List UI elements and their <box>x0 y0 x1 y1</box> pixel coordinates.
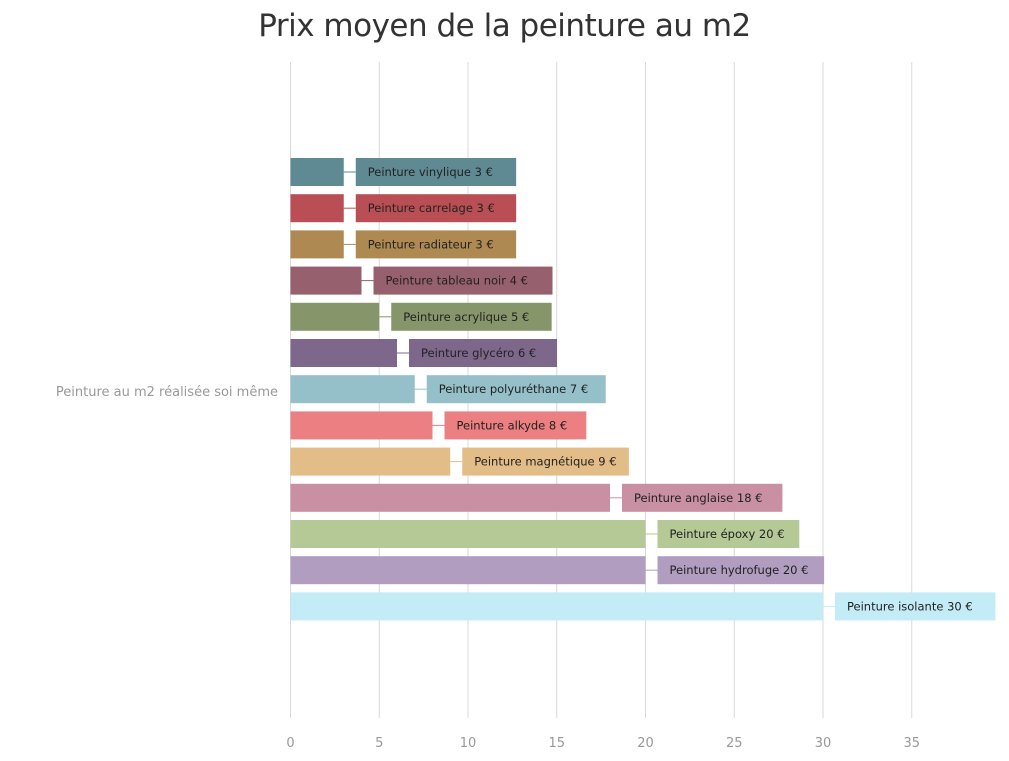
x-tick-label: 25 <box>726 736 743 751</box>
data-label: Peinture anglaise 18 € <box>634 491 763 505</box>
data-label: Peinture magnétique 9 € <box>474 455 616 469</box>
data-label-box <box>409 339 557 367</box>
data-label: Peinture acrylique 5 € <box>403 310 529 324</box>
bar <box>290 447 451 476</box>
data-label-box <box>444 411 587 440</box>
data-label: Peinture hydrofuge 20 € <box>670 563 809 577</box>
data-label-box <box>835 592 996 621</box>
bar <box>290 230 344 259</box>
data-label: Peinture carrelage 3 € <box>368 201 495 215</box>
chart-title: Prix moyen de la peinture au m2 <box>258 8 751 44</box>
bar <box>290 483 610 512</box>
bar <box>290 520 646 548</box>
x-tick-label: 10 <box>460 736 477 751</box>
category-label: Peinture au m2 réalisée soi même <box>56 385 278 400</box>
data-label: Peinture tableau noir 4 € <box>386 274 528 288</box>
x-tick-label: 5 <box>375 736 383 751</box>
data-label-box <box>355 194 517 223</box>
data-label-box <box>622 483 783 512</box>
data-label: Peinture isolante 30 € <box>847 599 973 613</box>
data-label-box <box>355 230 517 259</box>
x-axis-ticks: 0 5 10 15 20 25 30 35 <box>286 736 920 751</box>
data-label-box <box>355 158 517 186</box>
data-label-box <box>657 520 800 548</box>
data-label: Peinture époxy 20 € <box>670 527 785 541</box>
data-label: Peinture polyuréthane 7 € <box>439 382 588 396</box>
data-label: Peinture alkyde 8 € <box>457 418 568 432</box>
bar <box>290 411 433 440</box>
bar <box>290 266 362 295</box>
data-label: Peinture radiateur 3 € <box>368 237 494 251</box>
bar <box>290 375 415 404</box>
bar <box>290 592 823 621</box>
bar <box>290 194 344 223</box>
data-label-box <box>426 375 606 404</box>
x-tick-label: 30 <box>815 736 832 751</box>
data-label-box <box>657 556 825 585</box>
x-tick-label: 0 <box>286 736 294 751</box>
data-label: Peinture glycéro 6 € <box>421 346 536 360</box>
bar <box>290 302 380 331</box>
data-label-box <box>391 302 552 331</box>
x-tick-label: 15 <box>548 736 565 751</box>
data-label-box <box>373 266 553 295</box>
x-tick-label: 20 <box>637 736 654 751</box>
data-label-box <box>462 447 629 476</box>
bar <box>290 158 344 186</box>
bar <box>290 339 397 367</box>
bars: Peinture vinylique 3 € Peinture carrelage… <box>290 158 996 621</box>
data-label: Peinture vinylique 3 € <box>368 165 493 179</box>
bar <box>290 556 646 585</box>
x-tick-label: 35 <box>903 736 920 751</box>
